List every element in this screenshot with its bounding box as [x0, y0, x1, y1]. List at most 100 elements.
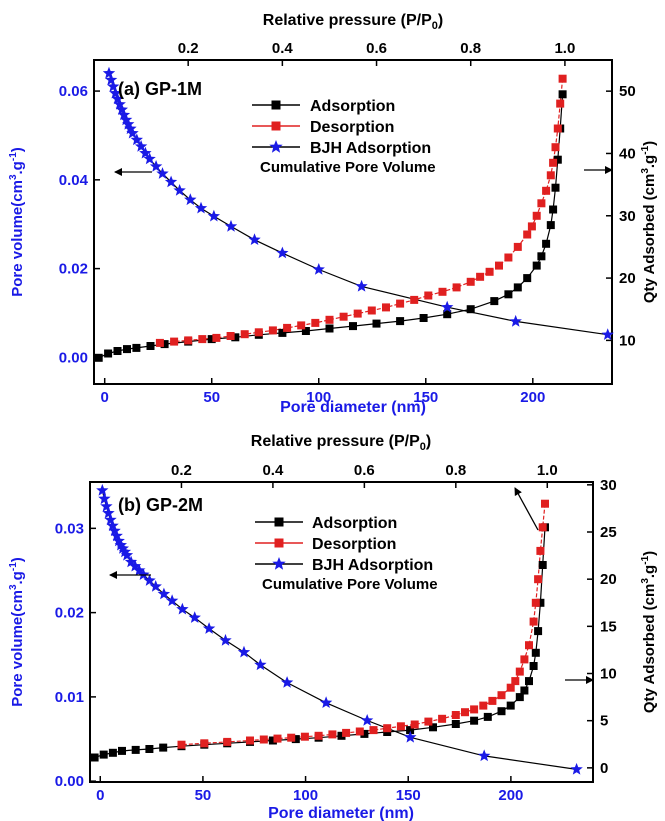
data-point-bjh-adsorption: [404, 730, 417, 743]
data-point-desorption: [511, 677, 520, 686]
x2-tick-label: 0.8: [460, 40, 481, 57]
data-point-bjh-adsorption: [104, 73, 118, 86]
data-point-desorption: [466, 277, 475, 286]
y-tick-label: 0.06: [59, 83, 88, 100]
data-point-desorption: [382, 303, 390, 312]
data-point-desorption: [529, 617, 538, 626]
data-point-bjh-adsorption: [122, 117, 135, 130]
data-point-adsorption: [538, 561, 547, 569]
legend: Adsorption Desorption BJH Adsorption Cum…: [252, 98, 436, 176]
y2-tick-label: 25: [600, 524, 617, 541]
x2-tick-label: 0.4: [272, 40, 294, 57]
data-point-desorption: [495, 261, 503, 270]
data-point-adsorption: [131, 745, 140, 754]
data-point-adsorption: [506, 701, 515, 710]
series-lines: [94, 490, 577, 770]
data-point-adsorption: [406, 726, 415, 735]
x-tick-label: 200: [520, 389, 545, 406]
x2-tick-label: 0.2: [171, 462, 192, 479]
data-point-bjh-adsorption: [441, 300, 454, 313]
data-point-desorption: [438, 714, 447, 723]
y-tick-label: 0.00: [59, 349, 88, 366]
data-point-desorption: [273, 734, 282, 743]
x-tick-label: 0: [101, 389, 109, 406]
data-point-adsorption: [429, 723, 437, 732]
data-point-bjh-adsorption: [355, 279, 368, 292]
y-tick-label: 0.00: [55, 773, 84, 790]
data-point-adsorption: [470, 716, 479, 725]
data-point-adsorption: [542, 239, 551, 248]
data-point-bjh-adsorption: [361, 714, 374, 726]
data-point-desorption: [541, 499, 549, 508]
data-point-desorption: [451, 711, 460, 719]
data-point-desorption: [328, 730, 337, 739]
data-point-adsorption: [337, 731, 346, 740]
data-point-bjh-adsorption: [124, 555, 138, 568]
data-point-adsorption: [549, 205, 558, 214]
data-point-adsorption: [504, 290, 513, 299]
data-point-desorption: [314, 731, 323, 740]
legend-label-desorption: Desorption: [310, 119, 394, 136]
y2-tick-label: 50: [619, 83, 636, 100]
data-point-bjh-adsorption: [202, 622, 216, 634]
y-tick-label: 0.03: [55, 520, 84, 537]
data-point-bjh-adsorption: [509, 314, 522, 327]
x2-tick-label: 0.6: [354, 462, 375, 479]
data-point-desorption: [383, 724, 392, 733]
legend-marker-adsorption: [271, 100, 281, 110]
data-point-adsorption: [146, 342, 155, 350]
y-tick-label: 0.02: [59, 261, 88, 278]
y2-tick-label: 10: [600, 666, 617, 683]
data-point-bjh-adsorption: [120, 548, 134, 561]
data-point-desorption: [367, 306, 376, 315]
x2-axis-title: Relative pressure (P/P0): [263, 12, 443, 32]
data-point-adsorption: [466, 305, 475, 314]
data-point-adsorption: [113, 347, 122, 355]
data-point-bjh-adsorption: [102, 66, 116, 79]
data-point-desorption: [268, 326, 277, 335]
data-point-desorption: [438, 287, 447, 296]
y2-tick-label: 20: [600, 571, 617, 588]
data-point-adsorption: [94, 353, 103, 362]
y-tick-label: 0.04: [59, 172, 89, 189]
x-tick-label: 0: [96, 787, 104, 804]
legend-marker-desorption: [271, 121, 281, 131]
data-point-desorption: [177, 740, 186, 749]
data-point-desorption: [212, 333, 221, 342]
x-tick-label: 100: [293, 787, 318, 804]
y2-tick-label: 10: [619, 332, 636, 349]
y-tick-label: 0.02: [55, 605, 84, 622]
data-point-adsorption: [558, 90, 567, 99]
data-point-bjh-adsorption: [114, 538, 127, 551]
legend-label-cumulative: Cumulative Pore Volume: [262, 576, 438, 593]
data-point-adsorption: [396, 317, 405, 326]
data-point-bjh-adsorption: [124, 122, 137, 135]
legend-label-adsorption: Adsorption: [310, 98, 395, 115]
data-point-desorption: [497, 691, 506, 700]
data-point-adsorption: [360, 729, 369, 738]
data-point-bjh-adsorption: [280, 676, 294, 688]
data-point-adsorption: [108, 748, 117, 757]
data-point-desorption: [200, 739, 209, 748]
y2-tick-label: 0: [600, 760, 608, 777]
data-point-bjh-adsorption: [96, 483, 109, 496]
data-point-adsorption: [160, 340, 169, 349]
x2-tick-label: 1.0: [554, 40, 575, 57]
data-point-desorption: [538, 523, 547, 532]
data-point-adsorption: [99, 750, 108, 759]
data-point-bjh-adsorption: [106, 519, 119, 532]
panel-label: (b) GP-2M: [118, 495, 203, 515]
data-point-desorption: [504, 253, 513, 262]
data-point-adsorption: [123, 345, 131, 354]
data-point-desorption: [226, 332, 235, 340]
data-point-adsorption: [443, 310, 452, 319]
x2-tick-label: 1.0: [537, 462, 558, 479]
data-point-desorption: [520, 655, 529, 664]
data-point-bjh-adsorption: [137, 568, 150, 580]
x2-tick-label: 0.6: [366, 40, 387, 57]
data-point-bjh-adsorption: [219, 633, 232, 646]
data-point-desorption: [523, 230, 532, 239]
legend-label-desorption: Desorption: [312, 536, 396, 553]
data-point-desorption: [485, 267, 494, 276]
data-point-bjh-adsorption: [116, 542, 129, 554]
